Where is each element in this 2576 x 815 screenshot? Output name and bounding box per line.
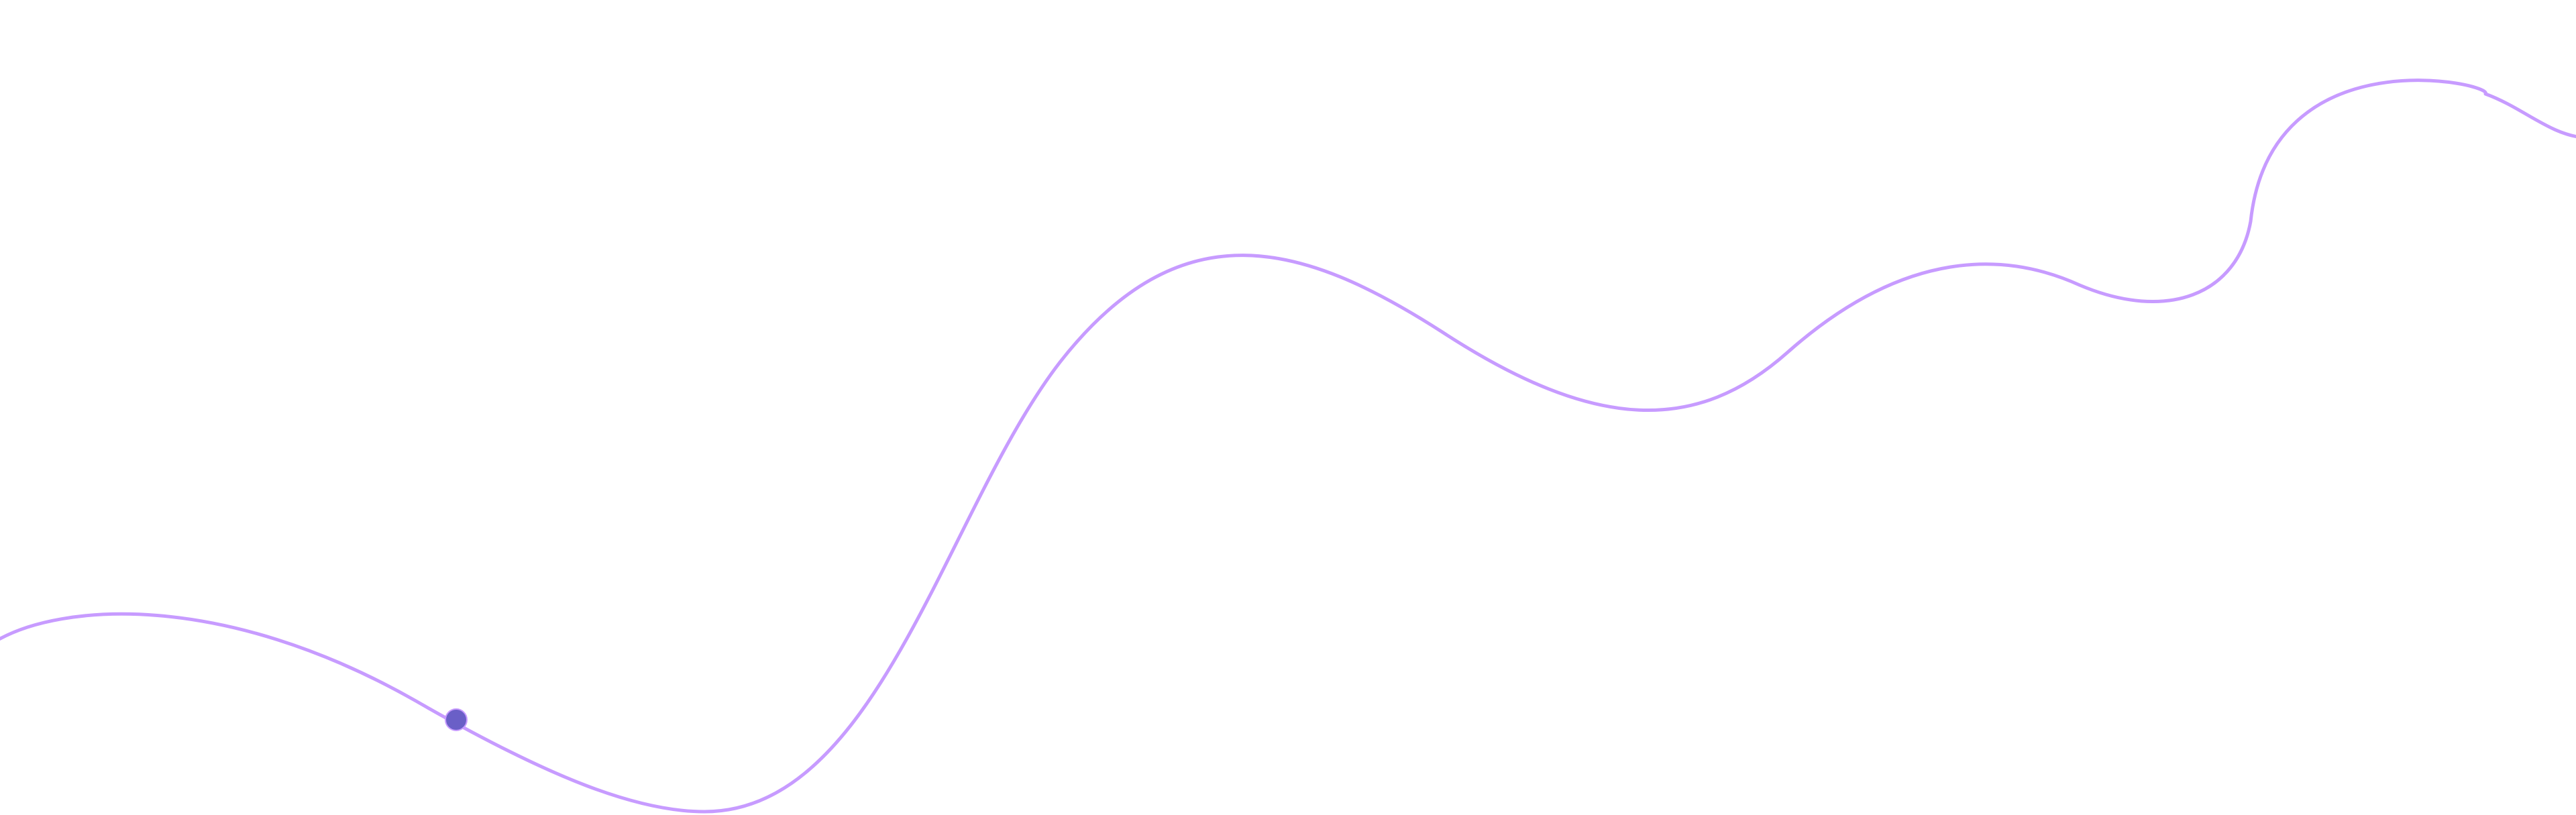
curve-marker[interactable] <box>445 708 468 731</box>
wave-curve <box>0 78 2576 814</box>
